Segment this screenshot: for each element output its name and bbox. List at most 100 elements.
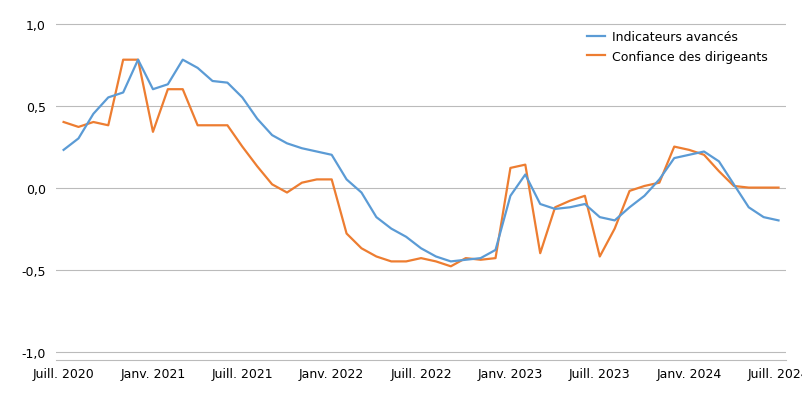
Confiance des dirigeants: [178, 88, 188, 92]
Confiance des dirigeants: [640, 184, 650, 189]
Confiance des dirigeants: [282, 191, 292, 196]
Confiance des dirigeants: [699, 153, 709, 158]
Confiance des dirigeants: [103, 124, 113, 128]
Indicateurs avancés: [237, 96, 247, 101]
Confiance des dirigeants: [327, 178, 337, 182]
Indicateurs avancés: [312, 150, 322, 155]
Confiance des dirigeants: [759, 186, 768, 191]
Indicateurs avancés: [163, 83, 172, 88]
Indicateurs avancés: [357, 191, 367, 196]
Indicateurs avancés: [103, 96, 113, 101]
Confiance des dirigeants: [88, 120, 98, 125]
Confiance des dirigeants: [476, 258, 485, 263]
Confiance des dirigeants: [431, 259, 441, 264]
Indicateurs avancés: [640, 194, 650, 199]
Confiance des dirigeants: [59, 120, 68, 125]
Confiance des dirigeants: [714, 169, 723, 174]
Confiance des dirigeants: [416, 256, 426, 261]
Confiance des dirigeants: [505, 166, 515, 171]
Confiance des dirigeants: [208, 124, 217, 128]
Indicateurs avancés: [133, 58, 143, 63]
Indicateurs avancés: [729, 182, 739, 187]
Confiance des dirigeants: [446, 264, 456, 269]
Confiance des dirigeants: [237, 145, 247, 150]
Confiance des dirigeants: [223, 124, 233, 128]
Confiance des dirigeants: [595, 254, 605, 259]
Confiance des dirigeants: [192, 124, 202, 128]
Indicateurs avancés: [670, 156, 679, 161]
Confiance des dirigeants: [357, 246, 367, 251]
Indicateurs avancés: [253, 117, 262, 122]
Confiance des dirigeants: [133, 58, 143, 63]
Indicateurs avancés: [208, 79, 217, 84]
Indicateurs avancés: [684, 153, 694, 158]
Confiance des dirigeants: [401, 259, 411, 264]
Indicateurs avancés: [491, 248, 500, 253]
Indicateurs avancés: [282, 142, 292, 146]
Line: Confiance des dirigeants: Confiance des dirigeants: [63, 61, 779, 267]
Confiance des dirigeants: [774, 186, 784, 191]
Confiance des dirigeants: [342, 231, 351, 236]
Indicateurs avancés: [223, 81, 233, 86]
Confiance des dirigeants: [297, 181, 306, 186]
Indicateurs avancés: [744, 205, 754, 210]
Indicateurs avancés: [401, 235, 411, 240]
Line: Indicateurs avancés: Indicateurs avancés: [63, 61, 779, 262]
Indicateurs avancés: [74, 137, 83, 142]
Indicateurs avancés: [431, 254, 441, 259]
Confiance des dirigeants: [119, 58, 128, 63]
Indicateurs avancés: [416, 246, 426, 251]
Confiance des dirigeants: [625, 189, 634, 194]
Indicateurs avancés: [699, 150, 709, 155]
Indicateurs avancés: [536, 202, 545, 207]
Indicateurs avancés: [297, 146, 306, 151]
Confiance des dirigeants: [684, 148, 694, 153]
Indicateurs avancés: [774, 218, 784, 223]
Indicateurs avancés: [505, 194, 515, 199]
Confiance des dirigeants: [267, 182, 277, 187]
Indicateurs avancés: [476, 256, 485, 261]
Confiance des dirigeants: [371, 254, 381, 259]
Indicateurs avancés: [610, 218, 619, 223]
Confiance des dirigeants: [461, 256, 471, 261]
Indicateurs avancés: [565, 205, 575, 210]
Confiance des dirigeants: [744, 186, 754, 191]
Indicateurs avancés: [461, 258, 471, 263]
Confiance des dirigeants: [74, 125, 83, 130]
Indicateurs avancés: [446, 259, 456, 264]
Confiance des dirigeants: [520, 163, 530, 168]
Confiance des dirigeants: [654, 181, 664, 186]
Confiance des dirigeants: [550, 205, 560, 210]
Indicateurs avancés: [327, 153, 337, 158]
Indicateurs avancés: [267, 133, 277, 138]
Confiance des dirigeants: [312, 178, 322, 182]
Indicateurs avancés: [119, 91, 128, 96]
Indicateurs avancés: [759, 215, 768, 220]
Indicateurs avancés: [550, 207, 560, 212]
Indicateurs avancés: [59, 148, 68, 153]
Confiance des dirigeants: [491, 256, 500, 261]
Indicateurs avancés: [580, 202, 589, 207]
Confiance des dirigeants: [163, 88, 172, 92]
Indicateurs avancés: [148, 88, 158, 92]
Indicateurs avancés: [595, 215, 605, 220]
Confiance des dirigeants: [387, 259, 396, 264]
Indicateurs avancés: [192, 66, 202, 71]
Indicateurs avancés: [387, 227, 396, 231]
Indicateurs avancés: [654, 178, 664, 182]
Indicateurs avancés: [342, 178, 351, 182]
Confiance des dirigeants: [580, 194, 589, 199]
Confiance des dirigeants: [565, 199, 575, 204]
Confiance des dirigeants: [253, 164, 262, 169]
Confiance des dirigeants: [729, 184, 739, 189]
Indicateurs avancés: [520, 173, 530, 178]
Confiance des dirigeants: [536, 251, 545, 256]
Indicateurs avancés: [625, 205, 634, 210]
Confiance des dirigeants: [148, 130, 158, 135]
Confiance des dirigeants: [610, 227, 619, 231]
Legend: Indicateurs avancés, Confiance des dirigeants: Indicateurs avancés, Confiance des dirig…: [581, 26, 772, 69]
Indicateurs avancés: [371, 215, 381, 220]
Indicateurs avancés: [714, 160, 723, 164]
Confiance des dirigeants: [670, 145, 679, 150]
Indicateurs avancés: [88, 112, 98, 117]
